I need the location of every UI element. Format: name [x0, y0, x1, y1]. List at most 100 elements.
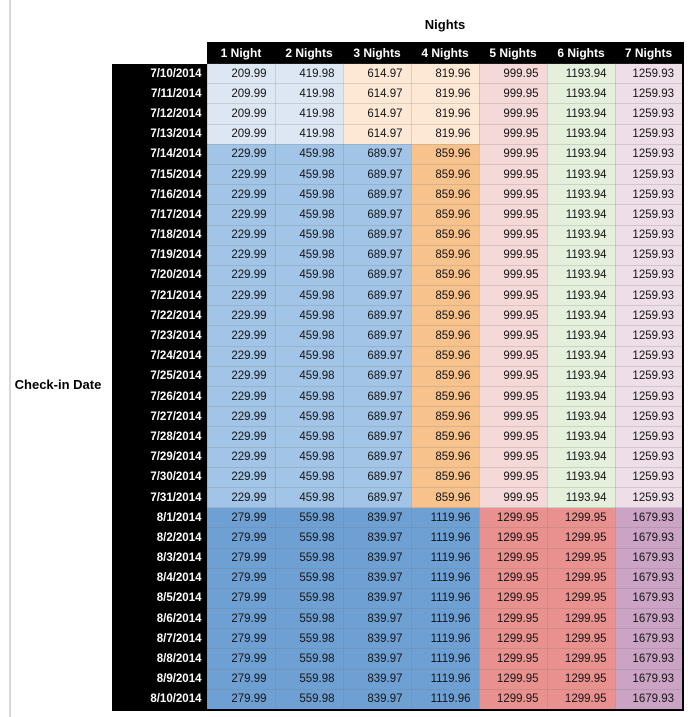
price-cell[interactable]: 279.99: [206, 648, 276, 670]
date-cell[interactable]: 7/31/2014: [112, 487, 207, 508]
price-cell[interactable]: 1259.93: [614, 103, 684, 125]
price-cell[interactable]: 999.95: [478, 123, 548, 145]
price-cell[interactable]: 1679.93: [614, 527, 684, 549]
price-cell[interactable]: 1299.95: [478, 648, 548, 670]
price-cell[interactable]: 1193.94: [546, 385, 616, 408]
price-cell[interactable]: 459.98: [274, 163, 344, 186]
price-cell[interactable]: 559.98: [274, 567, 344, 589]
price-cell[interactable]: 839.97: [342, 567, 412, 589]
price-cell[interactable]: 999.95: [478, 426, 548, 448]
price-cell[interactable]: 614.97: [342, 123, 412, 145]
price-cell[interactable]: 999.95: [478, 486, 548, 509]
price-cell[interactable]: 209.99: [206, 103, 276, 125]
price-cell[interactable]: 1299.95: [546, 648, 616, 670]
price-cell[interactable]: 459.98: [274, 426, 344, 448]
price-cell[interactable]: 279.99: [206, 547, 276, 569]
price-cell[interactable]: 1193.94: [546, 103, 616, 125]
date-cell[interactable]: 7/17/2014: [112, 204, 207, 225]
price-cell[interactable]: 229.99: [206, 466, 276, 488]
price-cell[interactable]: 1299.95: [478, 547, 548, 569]
price-cell[interactable]: 229.99: [206, 305, 276, 327]
price-cell[interactable]: 1679.93: [614, 688, 684, 711]
column-header[interactable]: 1 Night: [207, 42, 275, 64]
price-cell[interactable]: 1193.94: [546, 466, 616, 488]
price-cell[interactable]: 229.99: [206, 204, 276, 226]
price-cell[interactable]: 999.95: [478, 305, 548, 327]
price-cell[interactable]: 229.99: [206, 264, 276, 287]
price-cell[interactable]: 559.98: [274, 608, 344, 630]
price-cell[interactable]: 999.95: [478, 466, 548, 488]
price-cell[interactable]: 459.98: [274, 224, 344, 246]
price-cell[interactable]: 1259.93: [614, 426, 684, 448]
date-cell[interactable]: 8/2/2014: [112, 527, 207, 548]
price-cell[interactable]: 999.95: [478, 143, 548, 165]
price-cell[interactable]: 1259.93: [614, 204, 684, 226]
price-cell[interactable]: 1259.93: [614, 406, 684, 428]
price-cell[interactable]: 1193.94: [546, 83, 616, 105]
price-cell[interactable]: 459.98: [274, 325, 344, 347]
price-cell[interactable]: 559.98: [274, 527, 344, 549]
price-cell[interactable]: 689.97: [342, 486, 412, 509]
price-cell[interactable]: 459.98: [274, 365, 344, 388]
price-cell[interactable]: 459.98: [274, 244, 344, 266]
date-cell[interactable]: 8/4/2014: [112, 568, 207, 589]
date-cell[interactable]: 8/9/2014: [112, 669, 207, 690]
price-cell[interactable]: 419.98: [274, 123, 344, 145]
price-cell[interactable]: 1299.95: [546, 628, 616, 650]
price-cell[interactable]: 229.99: [206, 385, 276, 408]
column-header[interactable]: 2 Nights: [275, 42, 343, 64]
price-cell[interactable]: 859.96: [410, 184, 480, 206]
price-cell[interactable]: 1259.93: [614, 345, 684, 367]
price-cell[interactable]: 1679.93: [614, 567, 684, 589]
price-cell[interactable]: 1193.94: [546, 244, 616, 266]
price-cell[interactable]: 1299.95: [546, 527, 616, 549]
price-cell[interactable]: 689.97: [342, 143, 412, 165]
price-cell[interactable]: 1119.96: [410, 527, 480, 549]
price-cell[interactable]: 459.98: [274, 345, 344, 367]
price-cell[interactable]: 1193.94: [546, 143, 616, 165]
price-cell[interactable]: 689.97: [342, 325, 412, 347]
price-cell[interactable]: 1259.93: [614, 466, 684, 488]
price-cell[interactable]: 1119.96: [410, 648, 480, 670]
price-cell[interactable]: 859.96: [410, 163, 480, 186]
price-cell[interactable]: 459.98: [274, 264, 344, 287]
price-cell[interactable]: 839.97: [342, 648, 412, 670]
price-cell[interactable]: 689.97: [342, 365, 412, 388]
price-cell[interactable]: 559.98: [274, 587, 344, 610]
date-cell[interactable]: 7/26/2014: [112, 386, 207, 407]
price-cell[interactable]: 839.97: [342, 608, 412, 630]
price-cell[interactable]: 1259.93: [614, 143, 684, 165]
price-cell[interactable]: 1193.94: [546, 406, 616, 428]
price-cell[interactable]: 1193.94: [546, 426, 616, 448]
price-cell[interactable]: 1193.94: [546, 365, 616, 388]
price-cell[interactable]: 209.99: [206, 83, 276, 105]
price-cell[interactable]: 1299.95: [478, 688, 548, 711]
price-cell[interactable]: 999.95: [478, 325, 548, 347]
price-cell[interactable]: 1193.94: [546, 285, 616, 307]
column-header[interactable]: 4 Nights: [411, 42, 479, 64]
price-cell[interactable]: 999.95: [478, 163, 548, 186]
price-cell[interactable]: 279.99: [206, 507, 276, 529]
price-cell[interactable]: 689.97: [342, 426, 412, 448]
price-cell[interactable]: 229.99: [206, 406, 276, 428]
price-cell[interactable]: 859.96: [410, 486, 480, 509]
price-cell[interactable]: 1119.96: [410, 567, 480, 589]
price-cell[interactable]: 1119.96: [410, 547, 480, 569]
column-header[interactable]: 3 Nights: [343, 42, 411, 64]
price-cell[interactable]: 689.97: [342, 244, 412, 266]
price-cell[interactable]: 1193.94: [546, 62, 616, 85]
price-cell[interactable]: 1679.93: [614, 547, 684, 569]
price-cell[interactable]: 1193.94: [546, 446, 616, 468]
price-cell[interactable]: 1193.94: [546, 264, 616, 287]
price-cell[interactable]: 689.97: [342, 264, 412, 287]
date-cell[interactable]: 7/20/2014: [112, 265, 207, 286]
price-cell[interactable]: 1259.93: [614, 305, 684, 327]
price-cell[interactable]: 459.98: [274, 486, 344, 509]
price-cell[interactable]: 1259.93: [614, 123, 684, 145]
price-cell[interactable]: 279.99: [206, 668, 276, 690]
price-cell[interactable]: 689.97: [342, 163, 412, 186]
price-cell[interactable]: 999.95: [478, 385, 548, 408]
price-cell[interactable]: 1259.93: [614, 224, 684, 246]
price-cell[interactable]: 1299.95: [478, 608, 548, 630]
price-cell[interactable]: 999.95: [478, 345, 548, 367]
